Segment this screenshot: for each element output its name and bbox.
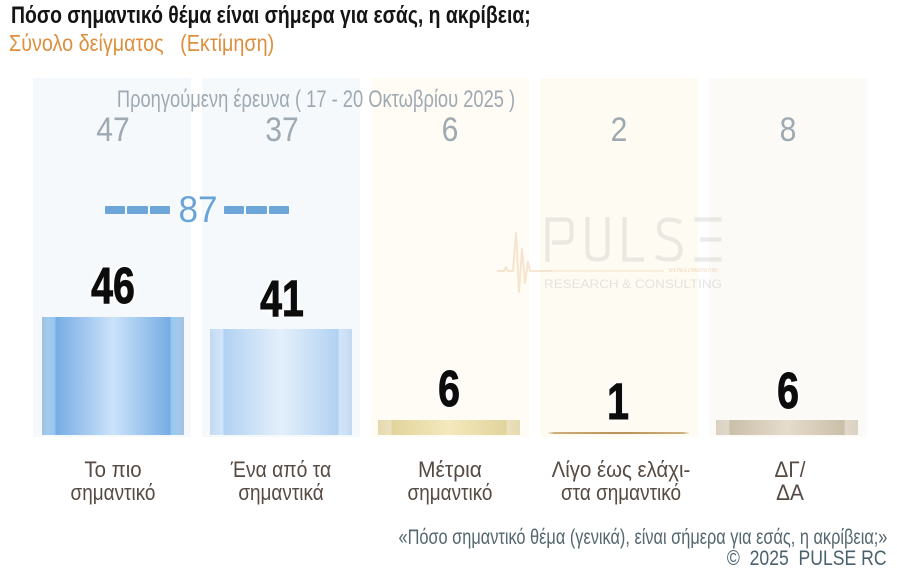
svg-text:ΕΡΕΥΝΑ & ΣΥΜΒΟΥΛΕΥΤΙΚΗ: ΕΡΕΥΝΑ & ΣΥΜΒΟΥΛΕΥΤΙΚΗ bbox=[669, 268, 718, 274]
svg-text:RESEARCH & CONSULTING: RESEARCH & CONSULTING bbox=[544, 277, 722, 291]
